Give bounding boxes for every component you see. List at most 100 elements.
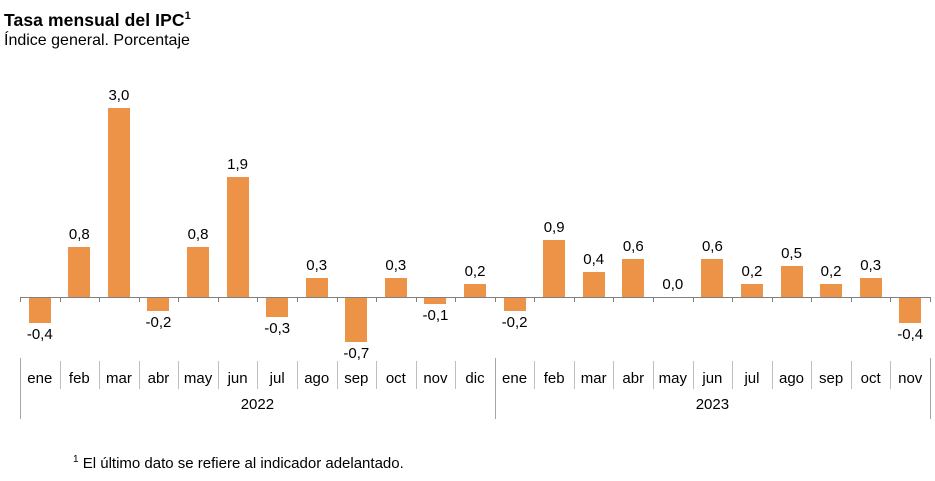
month-label: ago [779,369,805,387]
page-title: Tasa mensual del IPC1 [4,6,191,30]
bar-value-label: -0,2 [501,313,528,331]
bar-value-label: 0,8 [68,225,90,243]
month-label: ago [304,369,330,387]
bar [622,259,645,297]
bar-value-label: 0,9 [543,219,565,237]
title-footnote-marker: 1 [184,10,191,22]
month-label: nov [423,369,448,387]
bar [464,284,486,297]
bar [543,240,566,297]
month-label: mar [580,369,607,387]
bar-value-label: 0,6 [622,238,644,256]
month-separator [613,361,615,389]
bar [820,284,843,297]
axis-tick [850,297,852,302]
month-label: oct [860,369,881,387]
bar-value-label: 0,5 [781,244,802,262]
bar-value-label: 3,0 [108,87,130,104]
month-label: sep [818,369,844,387]
bar-value-label: -0,7 [343,345,370,363]
month-separator [336,361,338,389]
axis-tick [59,297,61,302]
axis-tick [613,297,615,302]
month-label: mar [105,369,132,387]
axis-tick [217,297,219,302]
axis-tick [653,297,655,302]
bar-value-label: 0,3 [860,257,882,275]
axis-tick [99,297,101,302]
axis-tick [415,297,417,302]
month-separator [811,361,813,389]
bar [107,108,130,297]
bar [345,298,368,343]
bar-value-label: -0,2 [145,313,172,331]
bar-value-label: 0,6 [701,238,723,256]
month-label: feb [68,369,90,387]
bar-value-label: 0,2 [820,263,842,281]
bar [859,278,882,297]
month-separator [455,361,457,389]
bar-value-label: 0,2 [741,263,763,281]
month-separator [59,361,61,389]
bar-value-label: -0,4 [897,326,924,344]
month-separator [296,361,298,389]
x-axis-baseline [20,297,930,298]
bar-value-label: 0,3 [385,257,407,275]
axis-tick [20,297,21,302]
month-separator [138,361,140,389]
bar-value-label: -0,4 [26,326,53,344]
month-separator [415,361,417,389]
page-title-text: Tasa mensual del IPC [4,9,185,30]
axis-tick [692,297,694,302]
month-label: may [183,369,213,387]
footnote-marker: 1 [73,454,79,465]
group-separator [930,358,931,419]
month-separator [732,361,734,389]
month-separator [178,361,180,389]
month-label: ene [502,369,528,387]
axis-tick [534,297,536,302]
month-label: abr [622,369,645,387]
bar [740,284,763,297]
month-separator [534,361,536,389]
month-label: ene [27,369,53,387]
month-label: sep [344,369,369,387]
group-separator [20,358,21,419]
axis-tick [930,297,931,302]
month-label: nov [898,369,923,387]
bar [582,271,605,297]
month-label: jul [269,369,285,387]
bar [28,298,51,324]
month-label: abr [147,369,170,387]
bar [226,177,249,297]
axis-tick [376,297,378,302]
month-label: may [658,369,687,387]
bar [187,246,210,297]
axis-tick [178,297,180,302]
month-label: jun [702,369,723,387]
month-separator [257,361,259,389]
axis-tick [257,297,259,302]
page-subtitle: Índice general. Porcentaje [4,32,190,49]
axis-tick [732,297,734,302]
bar [899,298,922,324]
month-separator [653,361,655,389]
month-separator [217,361,219,389]
axis-tick [771,297,773,302]
month-label: jul [744,369,760,387]
year-label: 2022 [240,395,275,413]
bar [780,265,803,297]
axis-tick [336,297,338,302]
month-label: oct [385,369,406,387]
bar [424,298,447,305]
bar-value-label: 0,4 [583,250,605,268]
bar [147,298,170,311]
month-separator [692,361,694,389]
axis-tick [296,297,298,302]
month-label: jun [227,369,248,387]
bar [701,259,724,297]
footnote: 1 El último dato se refiere al indicador… [73,451,404,473]
bar-value-label: 0,2 [464,263,486,281]
